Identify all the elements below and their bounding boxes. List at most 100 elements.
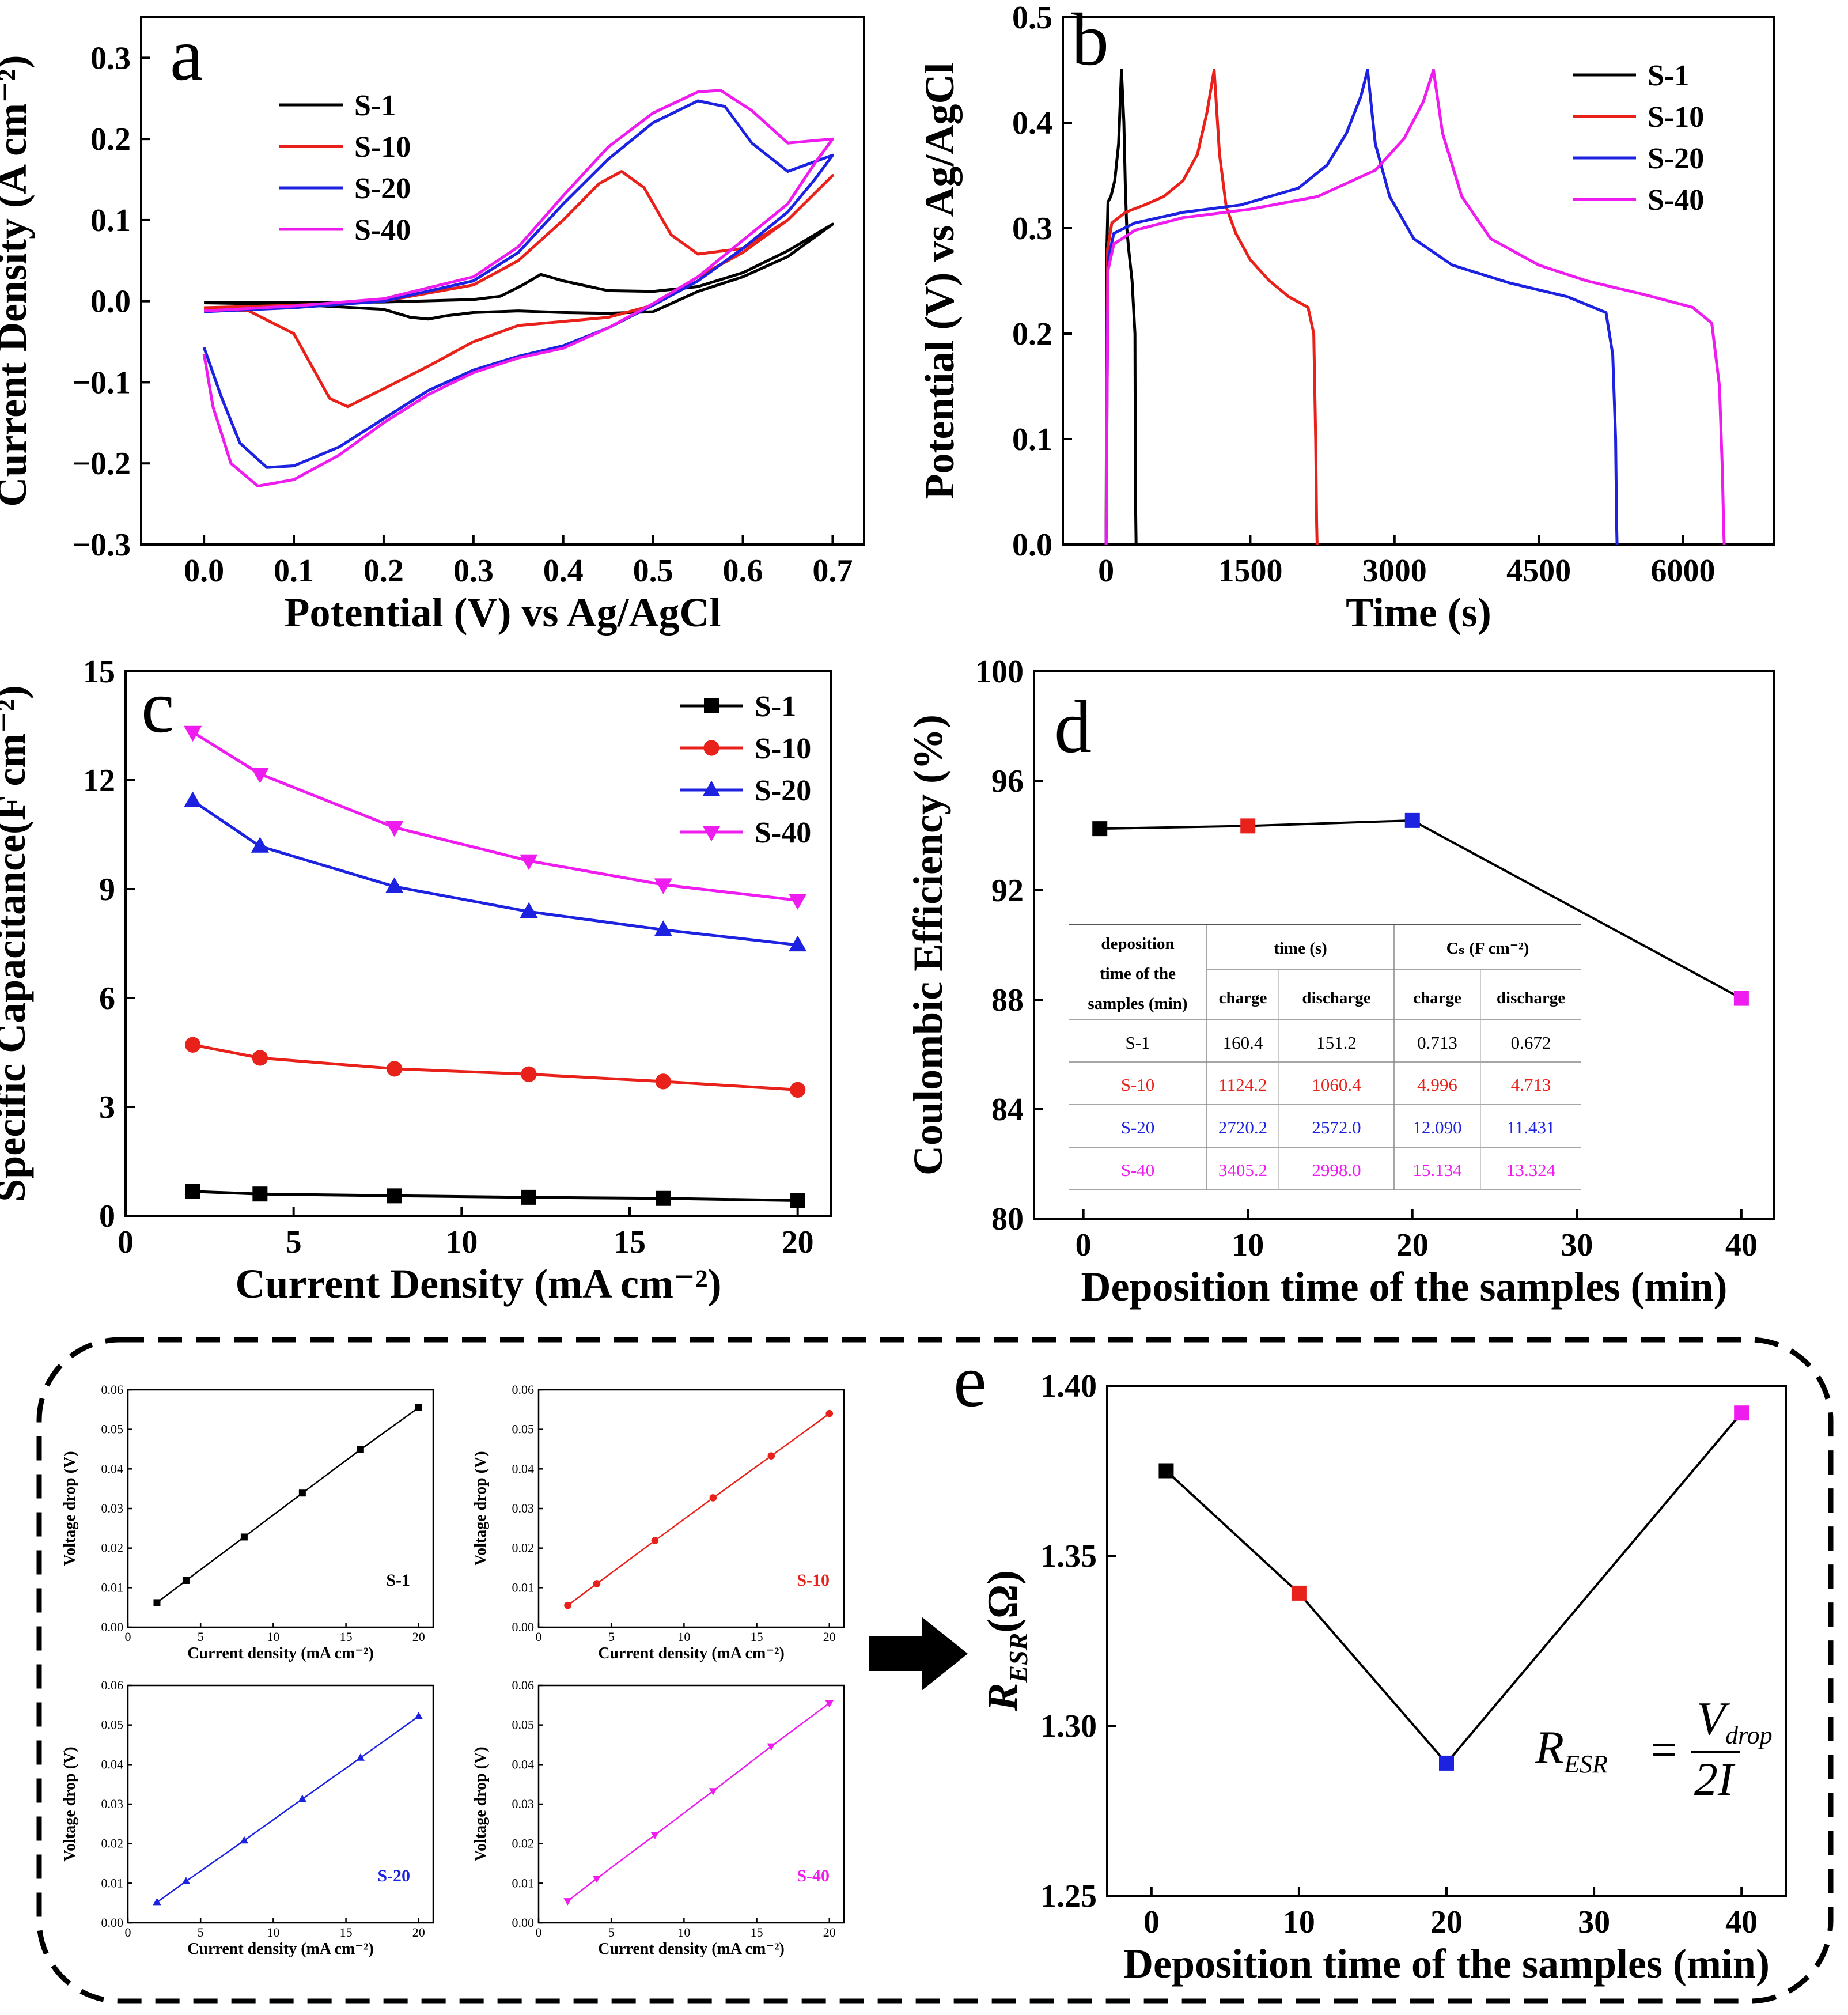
y-tick-label: 0.02 <box>512 1541 535 1555</box>
y-tick-label: 0.04 <box>101 1757 124 1771</box>
y-tick-label: 1.35 <box>1040 1538 1097 1574</box>
plot-frame <box>1106 1385 1787 1897</box>
table-cell: 11.431 <box>1506 1117 1555 1137</box>
plot-frame <box>140 16 865 546</box>
data-point <box>252 1050 268 1066</box>
data-point <box>654 878 672 894</box>
x-tick-label: 40 <box>1725 1904 1758 1940</box>
y-axis-label: Coulombic Efficiency (%) <box>905 714 951 1175</box>
table-cell: 4.996 <box>1417 1075 1457 1095</box>
data-point <box>385 821 404 837</box>
table-subheader: charge <box>1219 989 1267 1007</box>
y-tick-label: 0.03 <box>101 1797 124 1811</box>
y-tick-label: 6 <box>99 981 115 1016</box>
data-point <box>387 1061 403 1077</box>
x-tick-label: 6000 <box>1650 553 1715 589</box>
inset-line-S-10 <box>567 1413 830 1606</box>
table-group-header: time (s) <box>1274 939 1327 958</box>
data-point <box>298 1794 307 1802</box>
y-tick-label: 0.4 <box>1012 105 1052 141</box>
y-tick-label: 0.06 <box>512 1678 535 1692</box>
data-point <box>251 837 269 853</box>
series-line-S-40 <box>1104 69 1726 545</box>
table-cell: 0.713 <box>1417 1033 1457 1053</box>
x-tick-label: 15 <box>614 1224 646 1260</box>
y-tick-label: 0.3 <box>1012 211 1052 247</box>
y-tick-label: 0.00 <box>101 1915 124 1930</box>
x-axis-label: Potential (V) vs Ag/AgCl <box>285 589 721 636</box>
data-point <box>1734 1405 1749 1421</box>
y-tick-label: 92 <box>991 873 1024 909</box>
panel-inset-S-10: 0 5 10 15 20 0.00 0.01 0.02 0.03 0.04 0.05 0.06 Curr… <box>472 1382 845 1662</box>
data-point <box>656 1190 671 1206</box>
y-axis-label: Specific Capacitance(F cm⁻²) <box>0 685 34 1202</box>
x-tick-label: 30 <box>1578 1904 1610 1940</box>
legend-label: S-10 <box>755 732 811 765</box>
x-tick-label: 5 <box>608 1925 615 1940</box>
panel-letter-c: c <box>141 666 175 748</box>
y-tick-label: 0.01 <box>512 1580 535 1594</box>
table-cell: 2998.0 <box>1312 1160 1361 1180</box>
x-tick-label: 0 <box>536 1630 542 1644</box>
series-line-S-20 <box>192 799 798 947</box>
x-tick-label: 0 <box>536 1925 542 1940</box>
data-point <box>1291 1585 1307 1601</box>
table-cell: S-10 <box>1121 1075 1155 1095</box>
legend-label: S-20 <box>755 774 811 807</box>
x-tick-label: 0 <box>125 1925 131 1940</box>
data-point <box>387 1188 402 1204</box>
data-point <box>704 698 719 713</box>
data-point <box>1092 821 1108 837</box>
x-tick-label: 0.6 <box>723 553 763 589</box>
x-tick-label: 0 <box>125 1630 131 1644</box>
table-subheader: discharge <box>1302 989 1370 1007</box>
x-axis-label: Current density (mA cm⁻²) <box>187 1940 374 1958</box>
y-tick-label: 9 <box>99 872 115 908</box>
panel-d: 0 10 20 30 40 80 84 88 92 96 100 Deposition time of… <box>905 654 1775 1310</box>
y-tick-label: 0.03 <box>101 1501 124 1515</box>
y-axis-label-main: R <box>979 1683 1027 1712</box>
y-tick-label: −0.2 <box>72 446 131 482</box>
series-line-S-10 <box>192 1043 798 1091</box>
y-tick-label: 0.06 <box>101 1678 124 1692</box>
series-line-S-20 <box>1104 69 1619 545</box>
data-point <box>790 1193 805 1208</box>
legend-label: S-40 <box>354 214 411 247</box>
x-tick-label: 0.5 <box>633 553 673 589</box>
x-tick-label: 0.3 <box>453 553 494 589</box>
data-point <box>185 1037 201 1053</box>
panel-letter-e: e <box>953 1340 987 1423</box>
plot-frame <box>124 670 832 1217</box>
table-cell: 3405.2 <box>1218 1160 1267 1180</box>
y-axis-label: Voltage drop (V) <box>472 1746 490 1861</box>
data-point <box>415 1404 422 1411</box>
plots-layer: 0.0 0.1 0.2 0.3 0.4 0.5 0.6 0.7−0.3−0.2−0.10.00… <box>0 0 1787 1987</box>
x-axis-label: Deposition time of the samples (min) <box>1081 1264 1728 1310</box>
data-point <box>825 1700 834 1708</box>
table-cell: 12.090 <box>1412 1117 1461 1137</box>
x-axis-label: Current density (mA cm⁻²) <box>598 1644 785 1662</box>
series-line-S-10 <box>1104 69 1319 545</box>
data-point <box>789 935 807 952</box>
legend-label: S-40 <box>1648 184 1704 217</box>
panel-inset-S-1: 0 5 10 15 20 0.00 0.01 0.02 0.03 0.04 0.05 0.06 Curr… <box>61 1382 434 1662</box>
y-tick-label: 15 <box>83 654 115 690</box>
table-cell: 15.134 <box>1412 1160 1462 1180</box>
y-tick-label: 1.40 <box>1040 1368 1097 1404</box>
y-tick-label: 0.3 <box>90 40 131 76</box>
y-tick-label: 0.04 <box>512 1461 535 1476</box>
table-cell: 4.713 <box>1511 1075 1551 1095</box>
data-point <box>520 902 538 918</box>
x-axis-label: Current density (mA cm⁻²) <box>187 1644 374 1662</box>
data-point <box>593 1580 601 1587</box>
x-tick-label: 10 <box>677 1925 690 1940</box>
y-tick-label: 0.1 <box>90 203 131 239</box>
table-subheader: charge <box>1413 989 1461 1007</box>
y-axis-label: Voltage drop (V) <box>61 1451 79 1566</box>
panel-letter-b: b <box>1071 0 1109 81</box>
legend-label: S-10 <box>1648 101 1704 134</box>
y-tick-label: 0.01 <box>101 1876 124 1890</box>
data-point <box>709 1494 717 1502</box>
inset-sample-label: S-40 <box>797 1866 830 1885</box>
series-line <box>1165 1412 1743 1764</box>
